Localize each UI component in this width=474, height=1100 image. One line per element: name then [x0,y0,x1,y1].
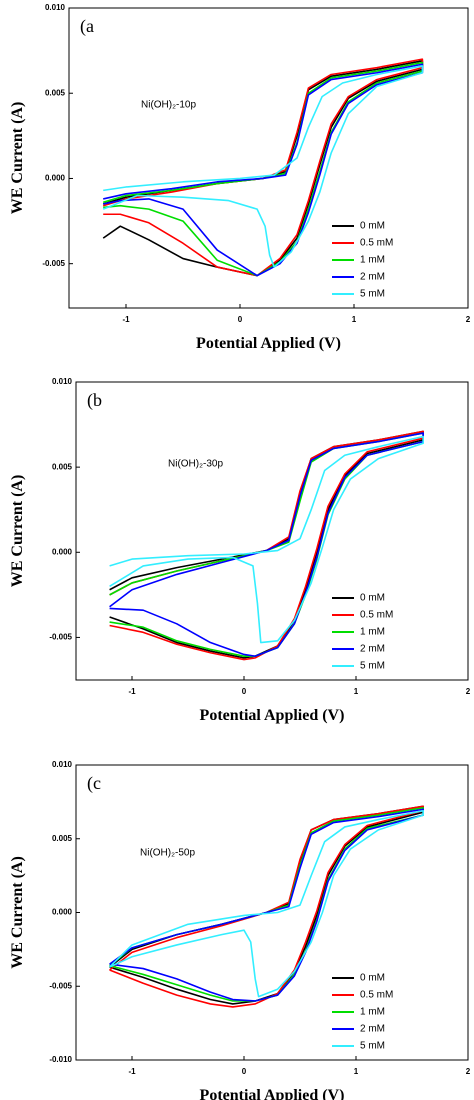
x-tick-label: -1 [128,1067,136,1076]
y-tick-label: 0.010 [45,3,66,12]
series-line [102,65,424,268]
x-tick-label: -1 [128,687,136,696]
plot-frame [68,7,469,309]
legend-label: 0 mM [360,593,385,604]
x-axis-title: Potential Applied (V) [200,1087,345,1100]
y-axis-title: WE Current (A) [9,102,26,215]
panel: -0.005 0.000 0.005 0.010 -1 0 1 2 Potential Appl… [9,377,471,724]
legend-label: 0.5 mM [360,238,393,249]
y-tick-label: 0.010 [52,760,73,769]
annotation: Ni(OH)₂-30p [168,459,223,470]
legend-label: 1 mM [360,627,385,638]
series-line [109,809,424,998]
y-tick-label: 0.010 [52,377,73,386]
plot-frame [75,381,469,681]
legend-label: 0.5 mM [360,610,393,621]
series-line [109,432,424,657]
annotation: Ni(OH)₂-50p [140,848,195,859]
y-tick-label: 0.000 [52,547,73,556]
x-tick-label: -1 [122,315,130,324]
y-tick-label: -0.005 [49,633,72,642]
x-tick-label: 0 [238,315,243,324]
y-axis-title: WE Current (A) [9,856,26,969]
panel-label: (c [87,773,101,794]
legend-label: 2 mM [360,1024,385,1035]
legend-label: 5 mM [360,289,385,300]
x-tick-label: 0 [242,687,247,696]
series-line [109,808,424,1002]
legend-label: 5 mM [360,661,385,672]
y-tick-label: 0.000 [45,174,66,183]
series-line [109,435,424,644]
annotation: Ni(OH)₂-10p [141,100,196,111]
legend-label: 0 mM [360,221,385,232]
legend-label: 1 mM [360,255,385,266]
plot-frame [75,764,469,1061]
series-line [109,430,424,659]
legend-label: 1 mM [360,1007,385,1018]
x-tick-label: 2 [466,315,471,324]
series-line [109,432,424,657]
legend-label: 0 mM [360,973,385,984]
x-axis-title: Potential Applied (V) [200,707,345,724]
legend-label: 2 mM [360,644,385,655]
y-axis-title: WE Current (A) [9,475,26,588]
x-tick-label: 2 [466,687,471,696]
panel: -0.005 0.000 0.005 0.010 -1 0 1 2 Potential Appl… [9,3,471,352]
y-tick-label: 0.005 [45,88,66,97]
legend-label: 2 mM [360,272,385,283]
x-tick-label: 0 [242,1067,247,1076]
y-tick-label: -0.010 [49,1055,72,1064]
y-tick-label: 0.005 [52,462,73,471]
y-tick-label: 0.000 [52,908,73,917]
x-tick-label: 1 [354,687,359,696]
y-tick-label: -0.005 [49,981,72,990]
y-tick-label: 0.005 [52,834,73,843]
panel-label: (b [87,390,102,411]
series-line [103,63,424,277]
legend-label: 0.5 mM [360,990,393,1001]
panel-label: (a [80,16,94,37]
x-axis-title: Potential Applied (V) [196,335,341,352]
x-tick-label: 1 [354,1067,359,1076]
series-line [109,430,424,661]
x-tick-label: 1 [352,315,357,324]
y-tick-label: -0.005 [42,259,65,268]
x-tick-label: 2 [466,1067,471,1076]
panel: -0.010 -0.005 0.000 0.005 0.010 -1 0 1 2 Potentia… [9,760,471,1100]
legend-label: 5 mM [360,1041,385,1052]
